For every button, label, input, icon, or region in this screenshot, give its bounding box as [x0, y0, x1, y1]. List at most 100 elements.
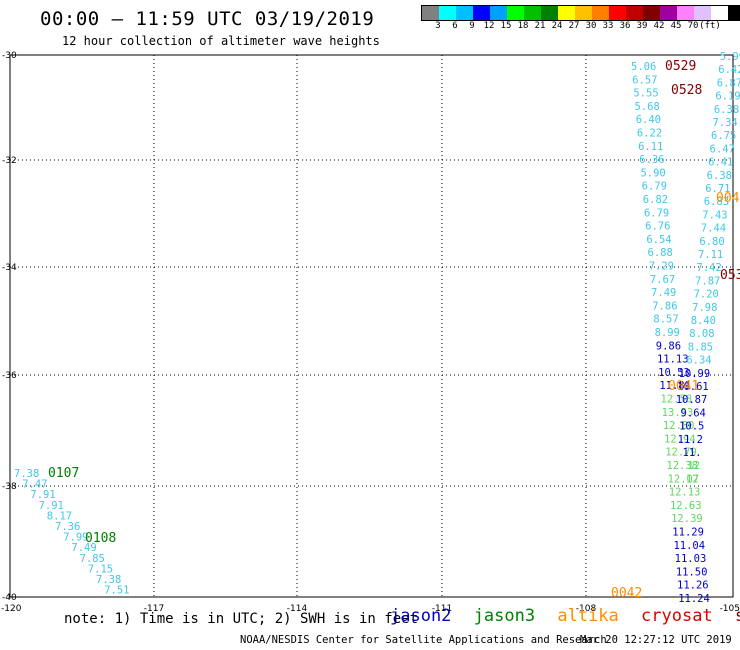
wave-height-label: 11.2	[678, 434, 703, 446]
wave-height-label: 7.44	[701, 223, 726, 235]
wave-height-label: 11.13	[657, 354, 689, 366]
wave-height-label: 7.98	[692, 302, 717, 314]
color-scale-label: 18	[517, 21, 529, 31]
wave-height-label: 12	[687, 460, 700, 472]
lat-axis-label: -30	[2, 51, 17, 61]
color-swatch-18	[728, 6, 740, 20]
wave-height-label: 7.11	[698, 249, 723, 261]
color-scale-label: 39	[636, 21, 648, 31]
plot-frame	[9, 54, 734, 598]
wave-height-label: 9.64	[681, 407, 706, 419]
color-scale-label: 30	[585, 21, 597, 31]
wave-height-label: 7.42	[697, 262, 722, 274]
color-scale-label: 42	[653, 21, 665, 31]
wave-height-label: 5.06	[631, 61, 656, 73]
pass-id-label: 0529	[665, 59, 696, 74]
color-swatch-5	[507, 6, 524, 20]
wave-height-label: 12.63	[670, 500, 702, 512]
color-swatch-17	[711, 6, 728, 20]
wave-height-label: 6.38	[707, 170, 732, 182]
lon-axis-label: -111	[432, 604, 452, 614]
legend-jason2: jason2	[390, 606, 452, 626]
wave-height-label: 6.75	[711, 130, 736, 142]
wave-height-label: 12.39	[671, 513, 703, 525]
wave-height-label: 10.5	[679, 421, 704, 433]
wave-height-label: 10.87	[676, 394, 708, 406]
wave-height-label: 7.67	[650, 274, 675, 286]
wave-height-label: 10.99	[679, 368, 711, 380]
wave-height-label: 6.87	[717, 77, 740, 89]
lat-axis-label: -38	[2, 482, 17, 492]
legend-cryosat: cryosat	[641, 606, 713, 626]
color-scale-label: 15	[500, 21, 512, 31]
wave-height-label: 11.50	[676, 566, 708, 578]
wave-height-label: 11.26	[677, 580, 709, 592]
wave-height-label: 12.13	[669, 487, 701, 499]
credit-line: NOAA/NESDIS Center for Satellite Applica…	[240, 634, 607, 646]
color-swatch-16	[694, 6, 711, 20]
color-scale-label: 12	[483, 21, 495, 31]
color-swatch-1	[439, 6, 456, 20]
wave-height-label: 6.57	[632, 74, 657, 86]
wave-height-label: 10.53	[658, 367, 690, 379]
color-scale-label: 36	[619, 21, 631, 31]
wave-height-label: 6.54	[646, 234, 671, 246]
pass-id-label: 0042	[611, 586, 642, 601]
wave-height-label: 6.71	[705, 183, 730, 195]
color-swatch-9	[575, 6, 592, 20]
color-swatch-7	[541, 6, 558, 20]
wave-height-label: 13.53	[662, 407, 694, 419]
wave-height-label: 6.42	[718, 64, 740, 76]
color-scale-label: 70	[687, 21, 699, 31]
lat-axis-label: -40	[2, 593, 17, 603]
wave-height-label: 6.88	[648, 247, 673, 259]
color-swatch-4	[490, 6, 507, 20]
wave-height-label: 6.22	[637, 128, 662, 140]
legend-jason3: jason3	[473, 606, 536, 626]
wave-height-label: 6.11	[638, 141, 663, 153]
wave-height-label: 7.20	[694, 289, 719, 301]
map-subtitle: 12 hour collection of altimeter wave hei…	[62, 34, 380, 48]
color-scale-label: 6	[452, 21, 458, 31]
wave-height-label: 7.38	[96, 574, 121, 586]
lat-axis-label: -32	[2, 156, 17, 166]
wave-height-label: 7.49	[71, 542, 96, 554]
lon-axis-label: -108	[576, 604, 597, 614]
lat-axis-label: -34	[2, 263, 17, 273]
wave-height-label: 7.91	[30, 489, 55, 501]
color-scale-label: 21	[534, 21, 546, 31]
wave-height-label: 7.38	[14, 468, 39, 480]
wave-height-label: 7.34	[712, 117, 737, 129]
pass-id-label: 0041	[668, 379, 699, 394]
color-scale-label: 27	[568, 21, 580, 31]
footer-note: note: 1) Time is in UTC; 2) SWH is in fe…	[64, 611, 419, 627]
color-swatch-13	[643, 6, 660, 20]
wave-height-label: 6.38	[714, 104, 739, 116]
color-swatch-0	[422, 6, 439, 20]
wave-height-label: 12.38	[666, 460, 698, 472]
pass-id-label: 0108	[85, 531, 116, 546]
color-swatch-15	[677, 6, 694, 20]
color-scale-labels: 3 6 9 12 15 18 21 24 27 30 33 36 39 42 45 70 (ft)	[421, 21, 740, 33]
wave-height-label: 7.49	[651, 287, 676, 299]
color-swatch-6	[524, 6, 541, 20]
wave-height-label: 7.91	[39, 500, 64, 512]
wave-height-label: 7.51	[104, 585, 129, 597]
wave-height-label: 7.15	[88, 563, 113, 575]
wave-height-label: 6.79	[642, 181, 667, 193]
wave-height-label: 12.80	[663, 420, 695, 432]
lon-axis-label: -117	[144, 604, 164, 614]
wave-height-label: 6.36	[639, 154, 664, 166]
wave-height-label: 10.61	[677, 381, 709, 393]
wave-height-label: 11.03	[675, 553, 707, 565]
color-swatch-8	[558, 6, 575, 20]
wave-height-label: 12.94	[664, 433, 696, 445]
color-scale-label: 24	[551, 21, 563, 31]
wave-height-label: 8.17	[47, 510, 72, 522]
wave-height-label: 12.79	[665, 447, 697, 459]
wave-height-label: 12.58	[661, 394, 693, 406]
color-swatch-12	[626, 6, 643, 20]
wave-height-label: 6.40	[636, 114, 661, 126]
